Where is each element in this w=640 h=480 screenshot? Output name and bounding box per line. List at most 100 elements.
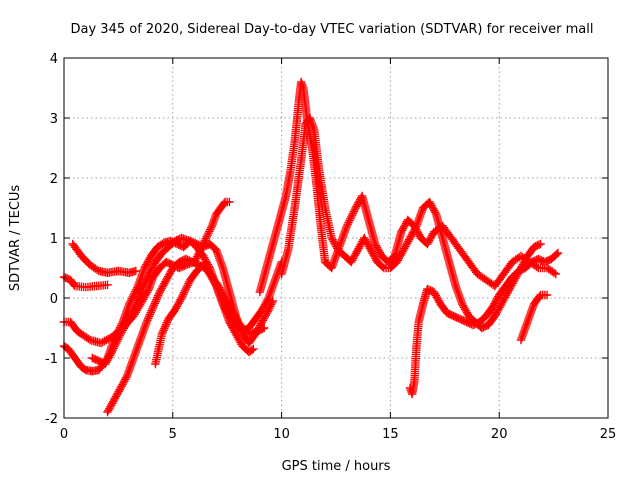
x-tick-label: 15	[382, 427, 399, 442]
y-axis-label: SDTVAR / TECUs	[8, 185, 23, 292]
data-point	[186, 257, 195, 266]
data-point	[256, 325, 266, 334]
data-point	[248, 329, 257, 338]
data-point	[534, 254, 543, 264]
data-point	[238, 326, 247, 336]
data-point	[426, 286, 435, 295]
data-point	[480, 322, 490, 331]
data-point	[477, 323, 486, 333]
data-point	[446, 310, 455, 319]
y-tick-label: 3	[50, 112, 58, 127]
y-tick-label: 4	[50, 52, 58, 67]
x-tick-label: 20	[491, 427, 508, 442]
data-markers	[59, 77, 563, 417]
data-point	[444, 309, 453, 318]
data-point	[535, 255, 545, 264]
data-point	[479, 323, 488, 332]
series-sat-j	[405, 248, 563, 399]
data-point	[189, 258, 199, 267]
data-point	[552, 250, 561, 259]
data-point	[423, 284, 432, 294]
data-point	[162, 257, 171, 267]
data-point	[184, 256, 194, 265]
data-point	[246, 329, 256, 339]
data-point	[259, 323, 269, 333]
data-point	[191, 259, 200, 268]
data-point	[454, 314, 463, 323]
data-point	[543, 256, 553, 265]
data-point	[527, 257, 537, 267]
data-point	[193, 260, 202, 269]
data-point	[540, 257, 550, 267]
data-point	[450, 312, 460, 321]
data-point	[174, 235, 183, 244]
data-point	[442, 308, 452, 318]
data-point	[514, 266, 523, 276]
data-point	[103, 280, 112, 289]
y-tick-label: 1	[50, 232, 58, 247]
data-point	[181, 254, 191, 264]
y-tick-label: -2	[45, 412, 58, 427]
data-point	[170, 236, 180, 246]
data-point	[462, 317, 471, 327]
chart-title: Day 345 of 2020, Sidereal Day-to-day VTE…	[71, 22, 594, 37]
axis-ticks	[63, 57, 609, 419]
data-point	[258, 324, 267, 333]
data-point	[131, 266, 141, 276]
data-point	[531, 242, 540, 251]
data-point	[91, 355, 100, 364]
data-point	[183, 255, 192, 264]
data-point	[449, 311, 458, 321]
data-point	[455, 314, 465, 324]
data-point	[61, 273, 70, 282]
data-point	[165, 259, 174, 268]
data-point	[516, 266, 525, 275]
data-point	[529, 242, 539, 252]
data-point	[463, 318, 473, 327]
series-sat-f	[103, 254, 269, 417]
data-point	[447, 311, 457, 320]
data-point	[424, 285, 434, 294]
data-point	[250, 328, 259, 337]
data-point	[460, 317, 470, 326]
data-point	[249, 344, 258, 354]
data-point	[457, 315, 466, 324]
data-point	[551, 269, 560, 279]
data-point	[378, 262, 387, 271]
series-sat-g	[151, 257, 286, 369]
data-point	[176, 257, 186, 266]
data-point	[247, 345, 257, 355]
data-point	[468, 320, 478, 330]
data-point	[535, 292, 544, 301]
data-point	[536, 239, 545, 249]
data-point	[470, 320, 479, 329]
series-sat-k	[516, 290, 552, 345]
data-point	[92, 356, 102, 365]
data-point	[255, 326, 264, 335]
data-point	[472, 319, 481, 328]
series-sat-i	[277, 113, 545, 333]
x-tick-labels: 0 5 10 15 20 25	[60, 427, 616, 442]
data-point	[533, 241, 542, 250]
data-point	[163, 258, 173, 267]
x-axis-label: GPS time / hours	[282, 459, 391, 474]
data-point	[94, 356, 104, 366]
data-point	[253, 326, 262, 336]
data-point	[89, 354, 99, 363]
data-point	[517, 265, 527, 274]
data-point	[200, 242, 210, 251]
data-point	[553, 248, 563, 258]
data-point	[241, 325, 250, 334]
data-point	[80, 364, 89, 374]
series-sat-h	[255, 77, 560, 297]
data-point	[542, 257, 551, 266]
x-tick-label: 5	[169, 427, 177, 442]
data-point	[251, 327, 261, 336]
y-tick-label: 0	[50, 292, 58, 307]
data-point	[542, 290, 552, 300]
x-tick-label: 10	[273, 427, 290, 442]
data-point	[452, 313, 461, 322]
x-tick-label: 0	[60, 427, 68, 442]
y-tick-label: -1	[45, 352, 58, 367]
